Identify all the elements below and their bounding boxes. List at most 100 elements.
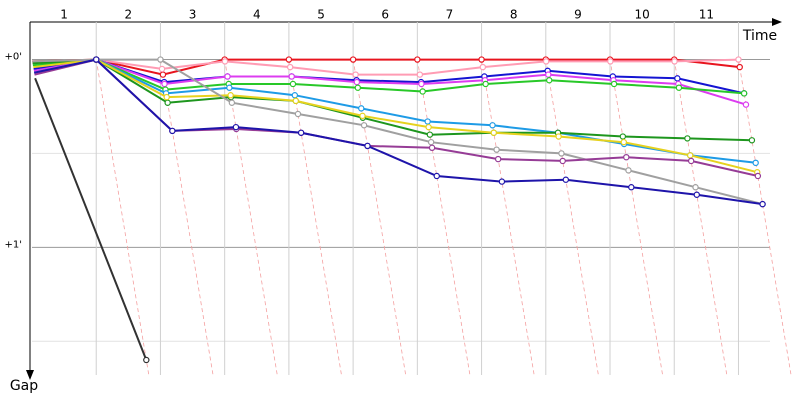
point <box>226 84 233 91</box>
point <box>674 75 681 82</box>
point <box>224 73 231 80</box>
point <box>607 58 614 65</box>
point <box>559 157 566 165</box>
point <box>354 84 362 91</box>
point <box>359 112 366 120</box>
point <box>675 84 683 91</box>
point <box>555 133 562 140</box>
point <box>416 71 424 78</box>
point <box>610 80 618 88</box>
point <box>620 138 627 146</box>
series-line <box>33 58 758 174</box>
series-line <box>32 58 740 76</box>
point <box>164 99 171 106</box>
x-tick-label: 3 <box>189 8 197 22</box>
series-line <box>32 58 763 206</box>
point <box>489 122 496 129</box>
point <box>349 56 357 63</box>
point <box>748 137 756 144</box>
lap-line <box>352 59 407 376</box>
point <box>623 153 630 161</box>
point <box>498 178 506 185</box>
x-tick-label: 4 <box>253 8 261 22</box>
point <box>353 78 361 86</box>
lap-line <box>545 59 599 376</box>
point <box>693 191 700 198</box>
x-axis-arrow <box>772 18 782 26</box>
series-line <box>33 58 747 106</box>
point <box>482 80 489 88</box>
x-tick-label: 7 <box>446 8 454 22</box>
x-tick-label: 6 <box>381 8 389 22</box>
point <box>352 71 359 78</box>
point <box>494 155 502 163</box>
x-tick-label: 2 <box>125 8 133 22</box>
point <box>542 58 550 65</box>
point <box>221 58 229 65</box>
point <box>358 105 365 112</box>
point <box>360 122 368 129</box>
point <box>414 56 421 63</box>
point <box>752 159 759 167</box>
point <box>158 65 166 73</box>
lap-line <box>481 59 535 376</box>
point <box>292 97 299 105</box>
y-axis-title: Gap <box>10 378 38 394</box>
x-tick-label: 5 <box>317 8 325 22</box>
point <box>558 150 565 157</box>
x-tick-label: 9 <box>574 8 582 22</box>
point <box>735 56 742 63</box>
point <box>228 99 236 106</box>
point <box>427 138 435 146</box>
series-line <box>32 58 752 142</box>
point <box>759 200 766 208</box>
point <box>425 123 432 131</box>
point <box>285 56 293 63</box>
point <box>364 142 371 150</box>
series-line <box>34 77 148 361</box>
series-line <box>33 58 745 95</box>
point <box>289 80 297 88</box>
point <box>288 73 295 80</box>
point <box>754 172 762 180</box>
lap-line <box>160 59 214 376</box>
point <box>169 127 176 135</box>
point <box>419 88 426 95</box>
point <box>671 58 678 65</box>
lap-line <box>288 59 342 376</box>
point <box>545 71 552 78</box>
point <box>297 129 305 136</box>
lap-line <box>224 59 278 376</box>
lap-line <box>673 59 728 376</box>
point <box>493 146 500 153</box>
point <box>161 80 168 88</box>
point <box>433 172 440 180</box>
x-tick-label: 8 <box>510 8 518 22</box>
point <box>742 101 750 108</box>
lap-line <box>416 59 471 376</box>
point <box>628 184 635 191</box>
point <box>294 110 302 118</box>
y-tick-label: +0' <box>5 52 23 63</box>
point <box>163 93 170 101</box>
y-axis-arrow <box>26 370 34 380</box>
point <box>143 356 150 364</box>
point <box>232 123 240 131</box>
x-tick-label: 11 <box>699 8 714 22</box>
point <box>291 92 299 99</box>
point <box>562 176 570 183</box>
point <box>619 133 627 140</box>
point <box>740 90 748 97</box>
point <box>157 56 164 63</box>
point <box>286 63 294 71</box>
point <box>426 131 434 138</box>
lap-line <box>609 59 663 376</box>
point <box>687 152 694 159</box>
point <box>490 129 497 136</box>
series-line <box>33 58 763 206</box>
lap-line <box>95 59 150 376</box>
point <box>692 184 699 191</box>
lap-line <box>738 59 792 376</box>
point <box>625 167 632 174</box>
